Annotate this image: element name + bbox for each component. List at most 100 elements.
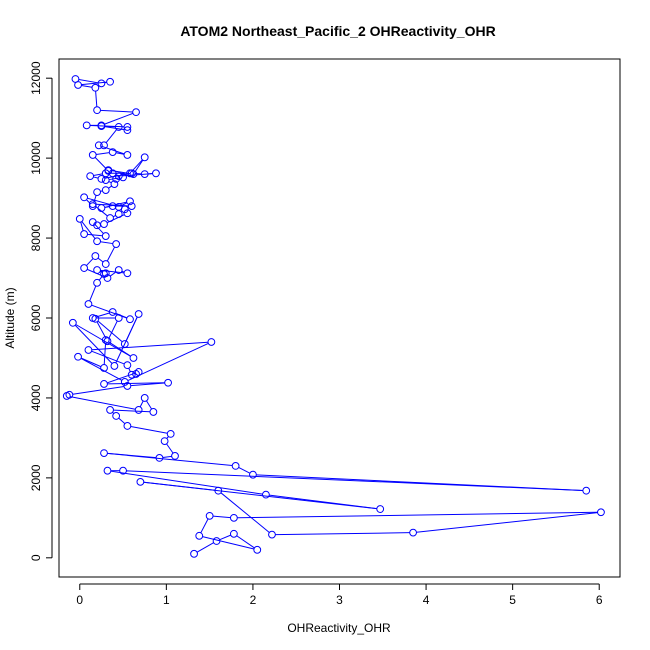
series-segment — [91, 350, 125, 365]
series-segment — [162, 455, 172, 458]
series-segment — [130, 382, 165, 387]
data-point — [97, 79, 106, 88]
data-point — [212, 537, 221, 545]
y-tick-label: 4000 — [29, 384, 43, 411]
y-tick-label: 6000 — [29, 304, 43, 331]
series-segment — [200, 518, 209, 534]
data-point — [123, 126, 132, 135]
series-segment — [89, 285, 97, 302]
series-segment — [115, 316, 138, 364]
data-point — [134, 406, 143, 414]
series-segment — [78, 79, 99, 84]
data-point — [249, 470, 257, 479]
data-point — [123, 422, 132, 430]
series-segment — [101, 145, 125, 155]
data-point — [101, 176, 110, 185]
y-tick-label: 0 — [29, 554, 43, 561]
series-segment — [96, 321, 107, 339]
data-point — [110, 180, 119, 189]
data-point — [190, 549, 198, 558]
data-point — [120, 205, 129, 214]
data-point — [84, 346, 93, 354]
data-point — [88, 202, 97, 210]
data-point — [106, 406, 114, 414]
series-segment — [108, 341, 131, 357]
x-tick-label: 4 — [423, 593, 430, 607]
data-point — [114, 314, 123, 322]
x-tick-label: 5 — [509, 593, 516, 607]
data-point — [112, 240, 121, 248]
series-segment — [118, 417, 126, 425]
y-tick-label: 2000 — [29, 464, 43, 491]
series-segment — [236, 535, 255, 549]
data-point — [136, 477, 145, 486]
data-point — [84, 300, 93, 308]
series-segment — [128, 368, 131, 372]
data-point — [120, 378, 129, 386]
data-point — [205, 511, 214, 520]
data-point — [126, 315, 134, 324]
data-point — [120, 340, 129, 348]
series-segment — [100, 109, 133, 113]
data-point — [108, 148, 117, 157]
x-tick-label: 1 — [163, 593, 170, 607]
data-point — [100, 220, 108, 228]
data-point — [127, 169, 136, 178]
series-segment — [220, 492, 270, 533]
series-segment — [100, 241, 113, 245]
series-segment — [196, 542, 214, 553]
series-segment — [219, 534, 231, 541]
data-point — [103, 337, 112, 346]
data-point — [164, 378, 172, 387]
chart-title: ATOM2 Northeast_Pacific_2 OHReactivity_O… — [180, 23, 495, 39]
data-point — [93, 278, 101, 287]
data-point — [262, 490, 270, 499]
data-point — [152, 169, 160, 178]
series-segment — [104, 112, 134, 125]
data-point — [132, 370, 140, 378]
series-segment — [72, 385, 125, 395]
data-point — [88, 151, 97, 159]
data-point — [123, 123, 132, 131]
data-point — [93, 266, 101, 274]
series-segment — [97, 257, 104, 263]
data-point — [114, 123, 123, 131]
data-point — [376, 505, 385, 513]
data-point — [91, 314, 100, 323]
series-segment — [93, 195, 97, 203]
data-point — [119, 173, 127, 182]
series-segment — [80, 357, 123, 381]
data-point — [114, 266, 123, 274]
data-point — [149, 408, 158, 416]
series-segment — [166, 443, 174, 454]
series-segment — [97, 320, 123, 343]
data-point — [268, 530, 276, 539]
data-point — [229, 513, 238, 522]
series-segment — [109, 271, 117, 277]
series-segment — [94, 157, 107, 169]
data-point — [101, 232, 110, 240]
data-point — [86, 172, 95, 181]
data-point — [101, 336, 110, 344]
data-point — [155, 453, 164, 462]
data-point — [97, 122, 106, 131]
series-segment — [212, 515, 231, 519]
data-point — [123, 361, 132, 370]
series-segment — [98, 276, 103, 281]
data-point — [103, 466, 112, 475]
data-point — [126, 197, 134, 206]
data-point — [127, 202, 136, 210]
data-point — [231, 461, 240, 470]
data-point — [123, 209, 132, 218]
series-segment — [107, 372, 136, 384]
data-point — [409, 528, 417, 537]
data-point — [123, 151, 132, 159]
data-point — [93, 237, 101, 246]
data-point — [91, 83, 100, 92]
data-point — [166, 430, 175, 438]
x-tick-label: 6 — [596, 593, 603, 607]
series-segment — [91, 341, 209, 351]
data-point — [229, 529, 238, 538]
data-point — [582, 486, 591, 495]
